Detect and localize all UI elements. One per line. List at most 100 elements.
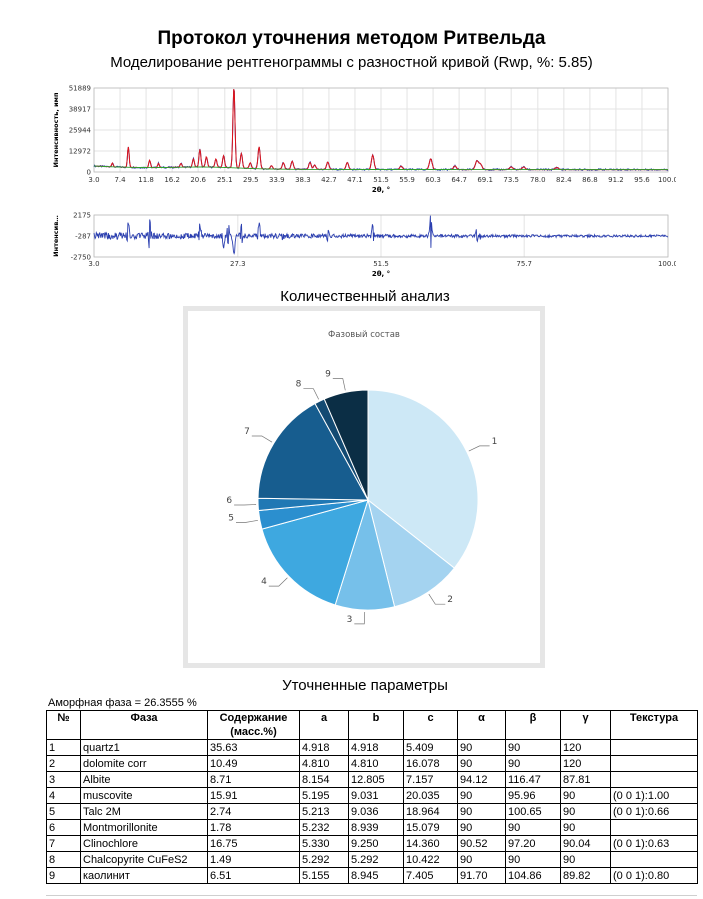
y-tick-label: -287: [75, 232, 91, 240]
x-tick-label: 3.0: [88, 176, 99, 184]
bottom-divider: [46, 895, 697, 896]
y-tick-label: 38917: [69, 105, 91, 113]
pie-slice-label: 1: [492, 437, 498, 447]
table-cell: 90: [457, 755, 506, 772]
table-cell: [610, 819, 698, 836]
table-cell: 90: [560, 819, 611, 836]
pie-slice: [367, 498, 456, 608]
table-cell: 120: [560, 739, 611, 756]
x-tick-label: 33.9: [269, 176, 285, 184]
table-cell: 97.20: [505, 835, 561, 852]
col-header-c: c: [403, 710, 458, 740]
col-header-beta: β: [505, 710, 561, 740]
quant-analysis-title: Количественный анализ: [280, 288, 450, 305]
pie-chart-frame: Фазовый состав 1 2 3 4 5 6 7 8 9: [183, 306, 545, 668]
x-tick-label: 64.7: [451, 176, 467, 184]
table-cell: 5.292: [348, 851, 404, 868]
table-cell: 9: [46, 867, 81, 884]
x-tick-label: 38.3: [295, 176, 311, 184]
table-row: 3 Albite 8.71 8.154 12.805 7.157 94.12 116.47 87…: [46, 771, 698, 788]
table-cell: 95.96: [505, 787, 561, 804]
table-cell: Talc 2M: [80, 803, 208, 820]
table-row: 4 muscovite 15.91 5.195 9.031 20.035 90 95.96 90…: [46, 787, 698, 804]
table-cell: 5.292: [299, 851, 349, 868]
table-cell: 91.70: [457, 867, 506, 884]
table-cell: 16.75: [207, 835, 300, 852]
x-tick-label: 86.8: [582, 176, 598, 184]
table-cell: 16.078: [403, 755, 458, 772]
x-tick-label: 42.7: [321, 176, 337, 184]
table-cell: 1.49: [207, 851, 300, 868]
y-tick-label: 2175: [73, 212, 91, 220]
pie-slice-label: 9: [325, 370, 331, 380]
plot-border: [93, 87, 669, 173]
table-cell: 4.918: [299, 739, 349, 756]
table-cell: 5.409: [403, 739, 458, 756]
pie-leader-line: [468, 445, 490, 452]
table-cell: 90: [560, 787, 611, 804]
table-cell: 20.035: [403, 787, 458, 804]
table-row: 6 Montmorillonite 1.78 5.232 8.939 15.079 90 90…: [46, 819, 698, 836]
pie-slice-label: 3: [347, 615, 353, 625]
pie-slice: [261, 499, 369, 606]
table-cell: Clinochlore: [80, 835, 208, 852]
table-cell: 90.52: [457, 835, 506, 852]
pie-slice-label: 2: [447, 595, 453, 605]
background-series-line: [94, 165, 668, 171]
table-cell: dolomite corr: [80, 755, 208, 772]
table-cell: каолинит: [80, 867, 208, 884]
pie-leader-line: [303, 388, 320, 400]
table-cell: 89.82: [560, 867, 611, 884]
table-cell: 8.71: [207, 771, 300, 788]
table-cell: 90: [560, 803, 611, 820]
table-cell: 8.154: [299, 771, 349, 788]
pie-slice-label: 7: [244, 427, 250, 437]
table-cell: 1: [46, 739, 81, 756]
table-cell: 14.360: [403, 835, 458, 852]
x-tick-label: 51.5: [373, 260, 389, 268]
table-cell: quartz1: [80, 739, 208, 756]
amorphous-phase: Аморфная фаза = 26.3555 %: [48, 697, 197, 709]
col-header-texture: Текстура: [610, 710, 698, 740]
phase-composition-pie: Фазовый состав 1 2 3 4 5 6 7 8 9: [226, 330, 498, 625]
table-cell: 8: [46, 851, 81, 868]
table-row: 5 Talc 2M 2.74 5.213 9.036 18.964 90 100.65 90 (0…: [46, 803, 698, 820]
table-header-row: № Фаза Содержание (масс.%) a b c α β γ Т…: [46, 710, 698, 740]
pie-slice: [323, 389, 369, 501]
xrd-pattern-chart: 3.0 7.4 11.8 16.2 20.6 25.1 29.5 33.9 38.3 42.7 47…: [52, 85, 676, 195]
table-cell: 8.939: [348, 819, 404, 836]
table-cell: 5: [46, 803, 81, 820]
table-cell: 10.49: [207, 755, 300, 772]
col-header-b: b: [348, 710, 404, 740]
y-tick-label: -2750: [71, 254, 91, 262]
pie-leader-line: [251, 435, 273, 443]
col-header-alpha: α: [457, 710, 506, 740]
table-cell: (0 0 1):0.66: [610, 803, 698, 820]
table-row: 9 каолинит 6.51 5.155 8.945 7.405 91.70 104.86 8…: [46, 867, 698, 884]
x-tick-label: 95.6: [634, 176, 650, 184]
table-cell: 9.036: [348, 803, 404, 820]
col-header-a: a: [299, 710, 349, 740]
table-cell: 6: [46, 819, 81, 836]
x-tick-label: 100.0: [658, 260, 676, 268]
table-cell: 90: [457, 819, 506, 836]
y-axis-label: Интенсив…: [52, 215, 60, 257]
x-tick-label: 29.5: [243, 176, 259, 184]
x-tick-label: 20.6: [190, 176, 206, 184]
report-title: Протокол уточнения методом Ритвельда: [157, 28, 546, 49]
pie-leader-line: [354, 611, 366, 625]
table-cell: 9.031: [348, 787, 404, 804]
table-cell: 6.51: [207, 867, 300, 884]
table-cell: [610, 851, 698, 868]
pie-slice-label: 5: [228, 513, 234, 523]
x-tick-label: 100.0: [658, 176, 676, 184]
table-cell: 10.422: [403, 851, 458, 868]
table-cell: 90: [505, 755, 561, 772]
table-cell: 104.86: [505, 867, 561, 884]
table-row: 7 Clinochlore 16.75 5.330 9.250 14.360 90.52 97…: [46, 835, 698, 852]
table-cell: 7.405: [403, 867, 458, 884]
table-cell: 8.945: [348, 867, 404, 884]
y-tick-label: 25944: [69, 127, 92, 135]
table-cell: 5.330: [299, 835, 349, 852]
table-cell: 90.04: [560, 835, 611, 852]
